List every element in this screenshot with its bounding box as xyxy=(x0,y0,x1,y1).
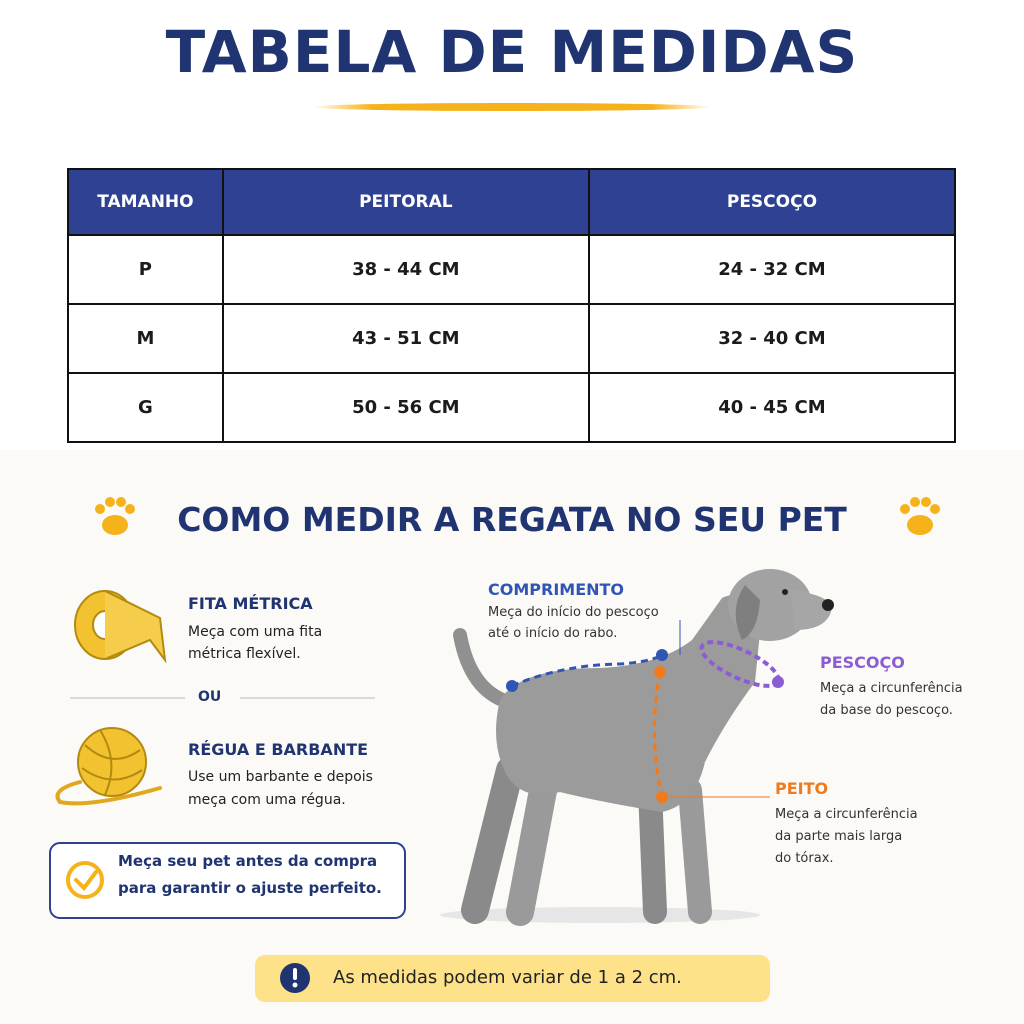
cell: P xyxy=(67,234,224,305)
size-table: TAMANHO PEITORAL PESCOÇO P 38 - 44 CM 24… xyxy=(67,168,957,443)
measure-text: Meça do início do pescoço xyxy=(488,605,659,620)
alert-dot xyxy=(292,982,298,988)
measure-title: PESCOÇO xyxy=(820,653,905,672)
measure-text: Meça a circunferência xyxy=(820,681,963,696)
cell: 43 - 51 CM xyxy=(221,303,590,374)
measure-text: até o início do rabo. xyxy=(488,626,618,641)
neck-dot xyxy=(772,676,784,688)
length-line xyxy=(511,653,663,688)
header-cell: PEITORAL xyxy=(221,168,590,236)
title-underline xyxy=(312,103,712,111)
cell: 50 - 56 CM xyxy=(221,372,590,443)
header-cell: TAMANHO xyxy=(67,168,224,236)
cell: 38 - 44 CM xyxy=(221,234,590,305)
header-cell: PESCOÇO xyxy=(587,168,957,236)
table-row: P 38 - 44 CM 24 - 32 CM xyxy=(67,234,957,305)
alert-mark xyxy=(293,968,297,980)
measure-text: da parte mais larga xyxy=(775,829,903,844)
measure-title: PEITO xyxy=(775,779,829,798)
measure-text: Meça a circunferência xyxy=(775,807,918,822)
measure-text: do tórax. xyxy=(775,851,834,866)
check-mark xyxy=(74,870,98,892)
tool-text: Use um barbante e depois xyxy=(188,769,373,785)
section-title: COMO MEDIR A REGATA NO SEU PET xyxy=(177,500,847,539)
cell: M xyxy=(67,303,224,374)
cell: 24 - 32 CM xyxy=(587,234,957,305)
tape-icon xyxy=(74,590,167,664)
chest-dot xyxy=(654,666,666,678)
tool-text: Meça com uma fita xyxy=(188,624,323,640)
table-row: G 50 - 56 CM 40 - 45 CM xyxy=(67,372,957,443)
measure-text: da base do pescoço. xyxy=(820,703,953,718)
cell: G xyxy=(67,372,224,443)
length-dot xyxy=(506,680,518,692)
page-title: TABELA DE MEDIDAS xyxy=(165,18,859,86)
tool-text: meça com uma régua. xyxy=(188,792,346,808)
yarn-icon xyxy=(55,727,162,806)
paw-left xyxy=(95,497,135,535)
dog xyxy=(440,569,834,926)
cell: 40 - 45 CM xyxy=(587,372,957,443)
measure-title: COMPRIMENTO xyxy=(488,580,625,599)
tip-box xyxy=(49,842,406,919)
length-dot xyxy=(656,649,668,661)
tip-text: Meça seu pet antes da compra xyxy=(118,852,378,870)
separator: OU xyxy=(198,689,222,705)
cell: 32 - 40 CM xyxy=(587,303,957,374)
note-text: As medidas podem variar de 1 a 2 cm. xyxy=(333,967,682,988)
paw-right xyxy=(900,497,940,535)
tip-text: para garantir o ajuste perfeito. xyxy=(118,879,382,897)
chest-line xyxy=(653,671,664,798)
table-row: M 43 - 51 CM 32 - 40 CM xyxy=(67,303,957,374)
table-header: TAMANHO PEITORAL PESCOÇO xyxy=(67,168,957,236)
tool-title: RÉGUA E BARBANTE xyxy=(188,740,369,759)
tool-text: métrica flexível. xyxy=(188,646,301,662)
tool-title: FITA MÉTRICA xyxy=(188,594,313,613)
note-box xyxy=(255,955,770,1002)
check-icon xyxy=(66,861,104,899)
